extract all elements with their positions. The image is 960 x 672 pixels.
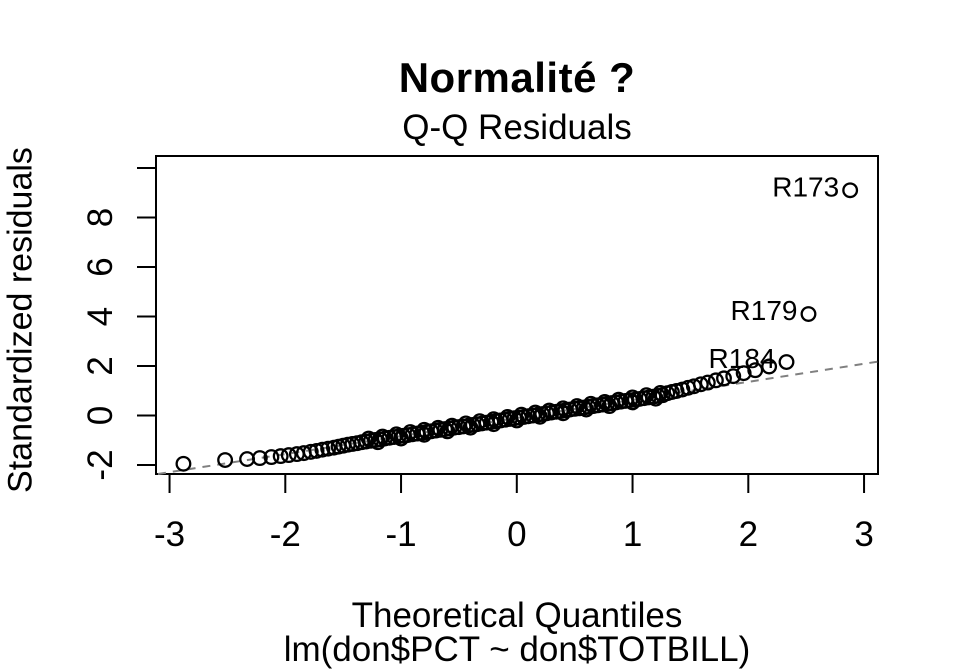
- data-point: [692, 376, 709, 393]
- data-point: [263, 449, 280, 466]
- x-tick-label: 2: [739, 515, 758, 554]
- x-tick-label: 0: [507, 515, 526, 554]
- data-point: [578, 401, 595, 418]
- data-point: [439, 423, 456, 440]
- data-point: [416, 426, 433, 443]
- data-point: [175, 455, 192, 472]
- data-point: [308, 442, 325, 459]
- data-point: [272, 448, 289, 465]
- data-point: [280, 447, 297, 464]
- y-tick-label: 2: [81, 356, 120, 375]
- outlier-label: R184: [709, 343, 776, 374]
- outlier-label: R179: [731, 295, 798, 326]
- data-point: [393, 430, 410, 447]
- data-point: [685, 378, 702, 395]
- data-point: [735, 365, 752, 382]
- x-tick-label: -2: [270, 515, 301, 554]
- x-tick-label: -3: [154, 515, 185, 554]
- data-point: [699, 374, 716, 391]
- data-point: [707, 372, 724, 389]
- outlier-point: [800, 306, 817, 322]
- data-point: [217, 452, 234, 469]
- data-point: [251, 450, 268, 467]
- data-point: [320, 440, 337, 457]
- data-point: [314, 441, 331, 458]
- model-formula-caption: lm(don$PCT ~ don$TOTBILL): [283, 630, 751, 669]
- x-axis-title: Theoretical Quantiles: [351, 596, 683, 635]
- outlier-point: [842, 182, 859, 199]
- outlier-point: [778, 354, 795, 370]
- plot-subtitle: Q-Q Residuals: [402, 108, 632, 147]
- data-point: [725, 368, 742, 385]
- y-tick-label: 8: [81, 208, 120, 227]
- data-point: [532, 408, 548, 425]
- x-tick-label: 1: [623, 515, 642, 554]
- data-point: [369, 434, 386, 451]
- y-tick-label: 4: [81, 307, 120, 326]
- y-tick-label: 0: [81, 406, 120, 425]
- data-point: [747, 362, 764, 379]
- data-point: [462, 419, 479, 436]
- data-point: [302, 443, 319, 460]
- data-point: [485, 416, 502, 433]
- data-point: [624, 394, 641, 411]
- data-point: [647, 390, 664, 407]
- x-tick-label: 3: [854, 515, 873, 554]
- data-point: [555, 405, 572, 422]
- data-point: [761, 358, 778, 375]
- data-point: [716, 370, 732, 387]
- y-tick-label: 6: [81, 257, 120, 276]
- outlier-label: R173: [772, 171, 839, 202]
- y-tick-label: -2: [81, 449, 120, 480]
- plot-title: Normalité ?: [398, 54, 636, 101]
- data-point: [508, 412, 525, 429]
- data-point: [601, 398, 618, 415]
- x-tick-label: -1: [385, 515, 416, 554]
